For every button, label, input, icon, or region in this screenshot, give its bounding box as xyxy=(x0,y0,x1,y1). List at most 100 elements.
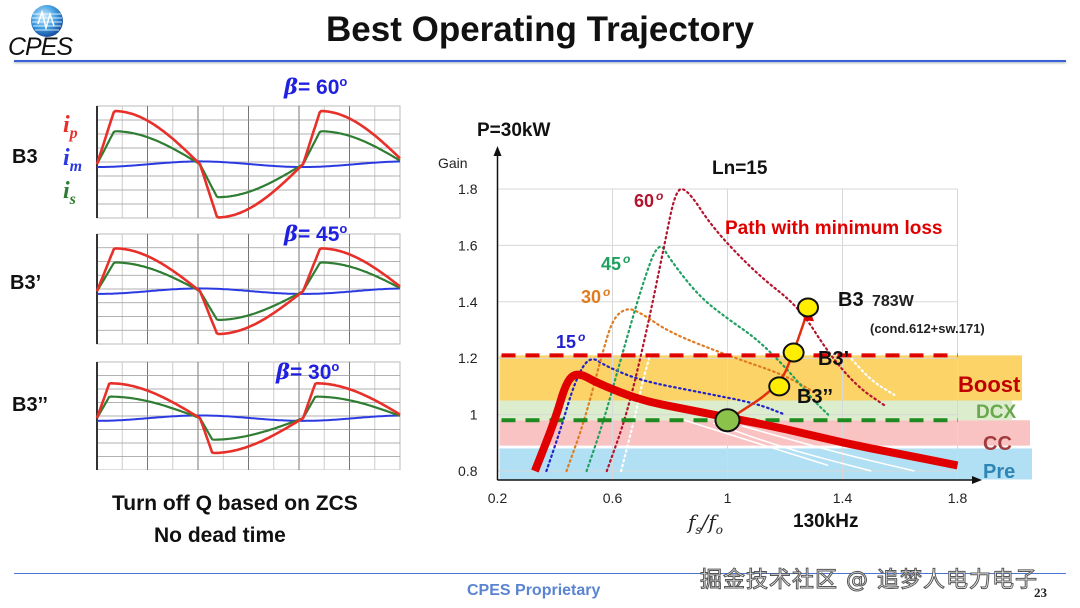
ip-waveform xyxy=(95,382,401,455)
slide-title: Best Operating Trajectory xyxy=(326,10,754,49)
legend-is-symbol: i xyxy=(63,178,70,204)
min-loss-annotation: Path with minimum loss xyxy=(725,218,942,239)
frequency-note: 130kHz xyxy=(793,511,859,532)
region-label-cc: CC xyxy=(983,433,1012,455)
row-label-b3-prime: B3’ xyxy=(10,272,42,294)
x-label-fs-sub: s xyxy=(695,523,702,537)
region-label-dcx: DCX xyxy=(976,402,1016,423)
globe-icon xyxy=(31,5,63,37)
chart-subtitle: Ln=15 xyxy=(712,158,768,179)
y-tick-label: 1.6 xyxy=(458,237,478,253)
legend-is-sub: s xyxy=(69,190,76,208)
series-line-min-loss-path xyxy=(531,370,959,473)
caption-dead-time: No dead time xyxy=(154,524,286,547)
legend-im-symbol: i xyxy=(63,145,70,171)
legend-is: is xyxy=(63,178,76,209)
gain-chart: 0.8 1 1.2 1.4 1.6 1.8 0.2 0.6 1 1.4 1.8 B3 783W (cond… xyxy=(458,146,1032,506)
footer-text: CPES Proprietary xyxy=(467,582,601,599)
cpes-logo xyxy=(30,4,64,38)
im-waveform xyxy=(97,160,400,168)
y-tick-label: 1.4 xyxy=(458,294,478,310)
legend-ip-symbol: i xyxy=(63,112,70,138)
series-line-15 xyxy=(545,358,787,473)
waveform-panel xyxy=(95,361,401,470)
page-number: 23 xyxy=(1034,585,1047,600)
y-tick-label: 1.2 xyxy=(458,350,478,366)
marker-label-b3-prime: B3’ xyxy=(818,348,849,370)
ip-waveform xyxy=(95,109,401,219)
angle-label-45: 45 xyxy=(601,254,621,274)
series-line-white-guide xyxy=(684,419,829,467)
angle-degree-sign: o xyxy=(656,189,663,203)
waveform-panels xyxy=(95,105,401,470)
beta-symbol: β xyxy=(284,74,298,99)
legend-ip-sub: p xyxy=(69,124,78,142)
caption-zcs: Turn off Q based on ZCS xyxy=(112,492,358,515)
series-line-45 xyxy=(585,245,830,473)
angle-label-60: 60 xyxy=(634,191,654,211)
footer-divider xyxy=(14,573,1066,574)
beta-value: = 60 xyxy=(297,76,340,99)
x-tick-label: 1 xyxy=(724,490,732,506)
series-line-white-guide xyxy=(741,425,915,472)
angle-degree-sign: o xyxy=(578,330,585,344)
x-tick-label: 0.6 xyxy=(603,490,623,506)
degree-sign: o xyxy=(339,221,348,236)
x-tick-label: 1.4 xyxy=(833,490,853,506)
x-axis-arrow-icon xyxy=(972,476,982,484)
legend-ip: ip xyxy=(63,112,78,143)
marker-label-b3: B3 xyxy=(838,289,864,311)
y-tick-label: 0.8 xyxy=(458,463,478,479)
series-line-whiteguide xyxy=(620,354,651,473)
y-tick-label: 1.8 xyxy=(458,181,478,197)
series-line-60 xyxy=(605,187,887,473)
marker-note-loss: 783W xyxy=(872,293,915,310)
beta-value: = 45 xyxy=(297,223,340,246)
x-label-fo-sub: o xyxy=(715,523,723,537)
marker-note-breakdown: (cond.612+sw.171) xyxy=(870,321,985,336)
beta-value: = 30 xyxy=(289,361,332,384)
y-tick-label: 1 xyxy=(470,407,478,423)
row-label-b3-double-prime: B3’’ xyxy=(12,394,48,416)
logo-text: CPES xyxy=(8,33,73,61)
region-dcx xyxy=(499,400,1012,421)
beta-label-30: β= 30o xyxy=(276,359,339,385)
angle-label-30: 30 xyxy=(581,287,601,307)
y-axis-arrow-icon xyxy=(493,146,502,156)
angle-label-15: 15 xyxy=(556,332,576,352)
beta-symbol: β xyxy=(284,221,298,246)
region-label-pre: Pre xyxy=(983,461,1015,483)
marker-b3 xyxy=(768,376,791,397)
y-axis-label: Gain xyxy=(438,155,468,171)
degree-sign: o xyxy=(331,359,340,374)
legend-im: im xyxy=(63,145,82,176)
waveform-panel xyxy=(95,105,401,219)
marker-start xyxy=(714,408,741,433)
beta-label-60: β= 60o xyxy=(284,74,347,100)
x-tick-label: 1.8 xyxy=(948,490,968,506)
waveform-panel xyxy=(95,233,401,345)
im-waveform xyxy=(97,414,400,422)
is-waveform xyxy=(96,395,401,441)
angle-degree-sign: o xyxy=(623,252,630,266)
row-label-b3: B3 xyxy=(12,146,38,168)
is-waveform xyxy=(96,130,401,199)
beta-symbol: β xyxy=(276,359,290,384)
beta-label-45: β= 45o xyxy=(284,221,347,247)
region-label-boost: Boost xyxy=(958,372,1021,397)
is-waveform xyxy=(96,261,401,321)
marker-label-b3-double-prime: B3’’ xyxy=(797,386,833,408)
watermark: 掘金技术社区 @ 追梦人电力电子 xyxy=(700,568,1038,594)
legend-im-sub: m xyxy=(69,157,83,175)
marker-b3 xyxy=(782,342,805,363)
angle-degree-sign: o xyxy=(603,285,610,299)
marker-b3 xyxy=(797,297,819,318)
x-axis-label: fs/fo xyxy=(688,510,723,537)
ip-waveform xyxy=(95,247,401,336)
degree-sign: o xyxy=(339,74,348,89)
im-waveform xyxy=(97,287,400,295)
header-divider xyxy=(14,60,1066,62)
chart-title: P=30kW xyxy=(477,120,551,141)
x-tick-label: 0.2 xyxy=(488,490,508,506)
x-label-fo: f xyxy=(708,510,716,534)
